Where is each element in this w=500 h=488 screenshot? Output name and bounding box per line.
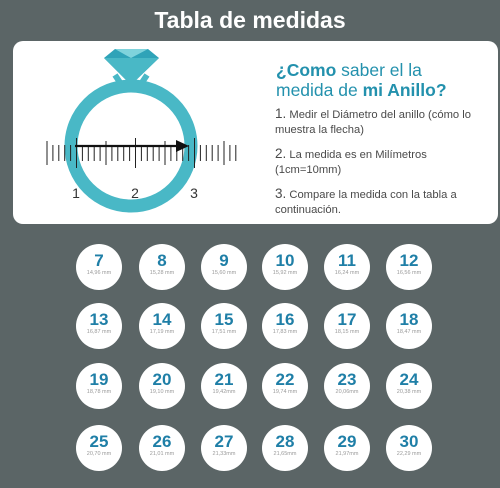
heading-word-como: ¿Como: [276, 60, 337, 80]
ring-size-diameter: 19,10 mm: [149, 389, 175, 395]
heading-line2-start: medida de: [276, 80, 363, 100]
diamond-icon: [104, 49, 159, 85]
size-circle-27: 27 21,33mm: [201, 425, 247, 471]
ring-size-diameter: 16,24 mm: [334, 270, 360, 276]
ring-size-number: 24: [399, 370, 419, 389]
size-circle-23: 23 20,06mm: [324, 363, 370, 409]
steps-list: 1. Medir el Diámetro del anillo (cómo lo…: [275, 106, 490, 227]
ruler-label-1: 1: [72, 185, 80, 201]
ring-size-number: 8: [157, 251, 167, 270]
size-circle-26: 26 21,01 mm: [139, 425, 185, 471]
size-circle-7: 7 14,96 mm: [76, 244, 122, 290]
ring-size-diameter: 21,65mm: [273, 451, 297, 457]
ring-size-number: 16: [275, 310, 295, 329]
ring-size-diameter: 20,06mm: [335, 389, 359, 395]
ring-size-diameter: 19,74 mm: [272, 389, 298, 395]
ring-size-number: 14: [152, 310, 172, 329]
ring-size-number: 23: [337, 370, 357, 389]
heading-line1-rest: saber el la: [336, 60, 422, 80]
ring-size-diameter: 15,92 mm: [272, 270, 298, 276]
heading-mi-anillo: mi Anillo?: [362, 80, 447, 100]
step-number: 2.: [275, 146, 287, 161]
ring-size-diameter: 20,38 mm: [396, 389, 422, 395]
ring-size-number: 9: [219, 251, 229, 270]
ring-size-number: 13: [89, 310, 109, 329]
ring-size-number: 15: [214, 310, 234, 329]
size-circle-12: 12 16,56 mm: [386, 244, 432, 290]
size-circle-25: 25 20,70 mm: [76, 425, 122, 471]
ring-size-number: 26: [152, 432, 172, 451]
ring-size-diameter: 18,15 mm: [334, 329, 360, 335]
ring-illustration: 1 2 3: [46, 49, 237, 213]
ring-size-number: 10: [275, 251, 295, 270]
step-text: La medida es en Milímetros (1cm=10mm): [275, 149, 427, 176]
ring-size-number: 17: [337, 310, 357, 329]
size-circle-29: 29 21,97mm: [324, 425, 370, 471]
size-circle-15: 15 17,51 mm: [201, 303, 247, 349]
step-3: 3. Compare la medida con la tabla a cont…: [275, 186, 490, 217]
ring-size-diameter: 18,78 mm: [86, 389, 112, 395]
ring-size-diameter: 17,19 mm: [149, 329, 175, 335]
size-circle-19: 19 18,78 mm: [76, 363, 122, 409]
ring-size-number: 20: [152, 370, 172, 389]
size-circle-9: 9 15,60 mm: [201, 244, 247, 290]
size-circle-14: 14 17,19 mm: [139, 303, 185, 349]
ring-size-diameter: 17,83 mm: [272, 329, 298, 335]
ring-size-number: 22: [275, 370, 295, 389]
size-circle-13: 13 16,87 mm: [76, 303, 122, 349]
ring-size-number: 25: [89, 432, 109, 451]
ring-size-diameter: 20,70 mm: [86, 451, 112, 457]
ring-size-diameter: 15,28 mm: [149, 270, 175, 276]
diameter-arrow-icon: [75, 140, 189, 152]
ring-size-number: 27: [214, 432, 234, 451]
ring-size-diameter: 21,01 mm: [149, 451, 175, 457]
ring-size-diameter: 16,56 mm: [396, 270, 422, 276]
step-number: 3.: [275, 186, 287, 201]
instructions-panel: 1 2 3 ¿Como saber el la medida de mi Ani…: [13, 41, 498, 224]
size-circle-30: 30 22,29 mm: [386, 425, 432, 471]
ring-size-number: 28: [275, 432, 295, 451]
page-title: Tabla de medidas: [154, 7, 346, 33]
size-circle-10: 10 15,92 mm: [262, 244, 308, 290]
size-circle-24: 24 20,38 mm: [386, 363, 432, 409]
size-circle-17: 17 18,15 mm: [324, 303, 370, 349]
ruler-label-3: 3: [190, 185, 198, 201]
ruler-label-2: 2: [131, 185, 139, 201]
ring-size-diameter: 16,87 mm: [86, 329, 112, 335]
ring-size-number: 11: [338, 251, 356, 270]
size-circle-11: 11 16,24 mm: [324, 244, 370, 290]
instructions-heading: ¿Como saber el la medida de mi Anillo?: [276, 60, 491, 100]
step-2: 2. La medida es en Milímetros (1cm=10mm): [275, 146, 490, 177]
ring-size-number: 18: [399, 310, 419, 329]
size-circle-21: 21 19,42mm: [201, 363, 247, 409]
ring-size-diameter: 17,51 mm: [211, 329, 237, 335]
size-circle-8: 8 15,28 mm: [139, 244, 185, 290]
ring-size-number: 21: [214, 370, 234, 389]
ring-size-number: 19: [89, 370, 109, 389]
ring-size-diameter: 14,96 mm: [86, 270, 112, 276]
size-circle-20: 20 19,10 mm: [139, 363, 185, 409]
ring-size-diameter: 21,33mm: [212, 451, 236, 457]
ring-size-number: 30: [399, 432, 419, 451]
step-text: Compare la medida con la tabla a continu…: [275, 189, 457, 216]
ring-size-number: 29: [337, 432, 357, 451]
size-circle-16: 16 17,83 mm: [262, 303, 308, 349]
step-text: Medir el Diámetro del anillo (cómo lo mu…: [275, 109, 471, 136]
step-number: 1.: [275, 106, 287, 121]
ring-size-diameter: 19,42mm: [212, 389, 236, 395]
ring-size-number: 7: [94, 251, 104, 270]
ring-size-number: 12: [399, 251, 419, 270]
ring-size-diameter: 15,60 mm: [211, 270, 237, 276]
size-circle-18: 18 18,47 mm: [386, 303, 432, 349]
size-circle-28: 28 21,65mm: [262, 425, 308, 471]
step-1: 1. Medir el Diámetro del anillo (cómo lo…: [275, 106, 490, 137]
ring-size-diameter: 18,47 mm: [396, 329, 422, 335]
ring-size-diameter: 21,97mm: [335, 451, 359, 457]
size-circle-22: 22 19,74 mm: [262, 363, 308, 409]
ring-size-diameter: 22,29 mm: [396, 451, 422, 457]
